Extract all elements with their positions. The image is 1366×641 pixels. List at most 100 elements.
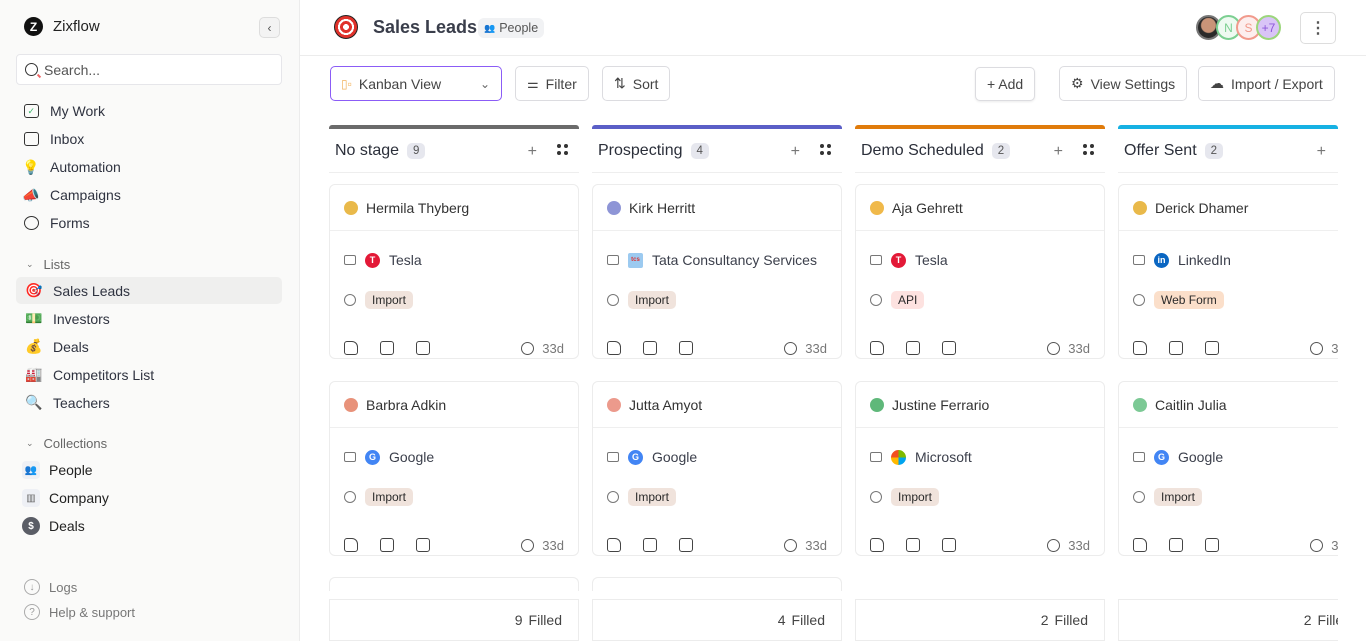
list-label: Competitors List — [53, 366, 155, 383]
collapse-sidebar-button[interactable]: ‹ — [259, 17, 280, 38]
lead-card[interactable]: Kirk Herritt tcs Tata Consultancy Service… — [592, 184, 842, 359]
add-button[interactable]: + Add — [975, 67, 1036, 101]
folder-icon[interactable] — [416, 341, 430, 355]
section-label: Collections — [43, 436, 108, 451]
lead-card-partial[interactable] — [592, 577, 842, 591]
task-clipboard-icon[interactable] — [906, 341, 920, 355]
view-selector[interactable]: ▯▫ Kanban View ⌄ — [330, 66, 502, 101]
company-name: Google — [1178, 449, 1224, 465]
lead-card[interactable]: Justine Ferrario Microsoft Import 33d — [855, 381, 1105, 556]
nav-item-automation[interactable]: 💡 Automation — [22, 156, 121, 178]
lead-card[interactable]: Jutta Amyot G Google Import 33d — [592, 381, 842, 556]
drag-handle-icon[interactable] — [820, 144, 832, 156]
avatar — [344, 200, 358, 215]
add-card-plus-icon[interactable]: + — [527, 143, 537, 160]
drag-handle-icon[interactable] — [1083, 144, 1095, 156]
task-clipboard-icon[interactable] — [1169, 538, 1183, 552]
due-days: 33d — [542, 537, 564, 553]
sort-label: Sort — [632, 75, 659, 92]
note-icon[interactable] — [1133, 341, 1147, 355]
note-icon[interactable] — [344, 538, 358, 552]
logs-link[interactable]: ↓ Logs — [24, 579, 77, 595]
add-card-plus-icon[interactable]: + — [1053, 143, 1063, 160]
task-clipboard-icon[interactable] — [643, 538, 657, 552]
folder-icon[interactable] — [679, 341, 693, 355]
lead-card[interactable]: Barbra Adkin G Google Import 33d — [329, 381, 579, 556]
lead-name: Barbra Adkin — [366, 396, 447, 413]
task-clipboard-icon[interactable] — [643, 341, 657, 355]
list-item-investors[interactable]: 💵 Investors — [16, 305, 282, 332]
section-label: Lists — [43, 257, 71, 272]
collection-item-people[interactable]: 👥 People — [22, 460, 93, 480]
sort-button[interactable]: ⇅ Sort — [602, 66, 671, 101]
task-clipboard-icon[interactable] — [380, 538, 394, 552]
note-icon[interactable] — [344, 341, 358, 355]
lead-card[interactable]: Caitlin Julia G Google Import 33d — [1118, 381, 1338, 556]
folder-icon[interactable] — [942, 341, 956, 355]
company-name: Google — [652, 449, 698, 465]
note-icon[interactable] — [607, 341, 621, 355]
building-icon: ▥ — [22, 489, 40, 507]
note-icon[interactable] — [1133, 538, 1147, 552]
page-header: Sales Leads 👥 People N S +7 ⋮ — [300, 0, 1366, 56]
lead-card[interactable]: Aja Gehrett T Tesla API 33d — [855, 184, 1105, 359]
kanban-column-no-stage: No stage 9 + Hermila Thyberg T Tesla Impo… — [329, 125, 579, 641]
task-clipboard-icon[interactable] — [1169, 341, 1183, 355]
chip-label: People — [499, 21, 539, 35]
list-item-deals[interactable]: 💰 Deals — [16, 333, 282, 360]
task-clipboard-icon[interactable] — [380, 341, 394, 355]
bulb-icon: 💡 — [22, 158, 40, 175]
collection-item-company[interactable]: ▥ Company — [22, 488, 109, 508]
brand[interactable]: Z Zixflow — [24, 17, 100, 36]
source-icon — [607, 491, 619, 503]
column-count: 9 — [407, 142, 426, 159]
task-clipboard-icon[interactable] — [906, 538, 920, 552]
folder-icon[interactable] — [942, 538, 956, 552]
import-export-button[interactable]: ☁ Import / Export — [1198, 66, 1335, 101]
search-box[interactable] — [16, 54, 282, 85]
source-icon — [344, 491, 356, 503]
note-icon[interactable] — [870, 538, 884, 552]
note-icon[interactable] — [870, 341, 884, 355]
search-input[interactable] — [44, 61, 264, 78]
kanban-column-offer-sent: Offer Sent 2 + Derick Dhamer in LinkedIn … — [1118, 125, 1338, 641]
view-settings-button[interactable]: ⚙ View Settings — [1059, 66, 1188, 101]
add-card-plus-icon[interactable]: + — [790, 143, 800, 160]
avatar — [870, 200, 884, 215]
nav-item-my-work[interactable]: ✓ My Work — [22, 100, 105, 122]
nav-item-inbox[interactable]: Inbox — [22, 128, 84, 150]
nav-item-forms[interactable]: Forms — [22, 212, 90, 234]
collections-section-toggle[interactable]: ⌄ Collections — [26, 436, 107, 451]
folder-icon[interactable] — [416, 538, 430, 552]
nav-item-campaigns[interactable]: 📣 Campaigns — [22, 184, 121, 206]
collection-chip[interactable]: 👥 People — [478, 18, 545, 38]
lead-card-partial[interactable] — [329, 577, 579, 591]
add-card-plus-icon[interactable]: + — [1316, 143, 1326, 160]
lead-card[interactable]: Hermila Thyberg T Tesla Import 33d — [329, 184, 579, 359]
folder-icon[interactable] — [1205, 341, 1219, 355]
column-filled-summary: 2 Filled — [1118, 599, 1338, 641]
help-support-link[interactable]: ? Help & support — [24, 604, 135, 620]
due-days: 33d — [1068, 537, 1090, 553]
folder-icon[interactable] — [679, 538, 693, 552]
folder-icon[interactable] — [1205, 538, 1219, 552]
lists-section-toggle[interactable]: ⌄ Lists — [26, 257, 70, 272]
member-avatars[interactable]: N S +7 — [1196, 15, 1281, 40]
note-icon[interactable] — [607, 538, 621, 552]
source-tag: Import — [891, 488, 940, 506]
collection-label: Company — [49, 490, 109, 506]
due-days: 33d — [1331, 537, 1338, 553]
due-days: 33d — [805, 340, 827, 356]
more-options-button[interactable]: ⋮ — [1300, 12, 1336, 44]
drag-handle-icon[interactable] — [557, 144, 569, 156]
import-export-label: Import / Export — [1231, 75, 1323, 92]
lead-card[interactable]: Derick Dhamer in LinkedIn Web Form 33d — [1118, 184, 1338, 359]
list-item-competitors[interactable]: 🏭 Competitors List — [16, 361, 282, 388]
alarm-clock-icon — [1310, 538, 1324, 552]
collection-item-deals[interactable]: $ Deals — [22, 516, 85, 536]
filter-button[interactable]: ⚌ Filter — [515, 66, 589, 101]
list-item-teachers[interactable]: 🔍 Teachers — [16, 389, 282, 416]
cloud-download-icon: ☁ — [1210, 75, 1224, 91]
list-item-sales-leads[interactable]: 🎯 Sales Leads — [16, 277, 282, 304]
